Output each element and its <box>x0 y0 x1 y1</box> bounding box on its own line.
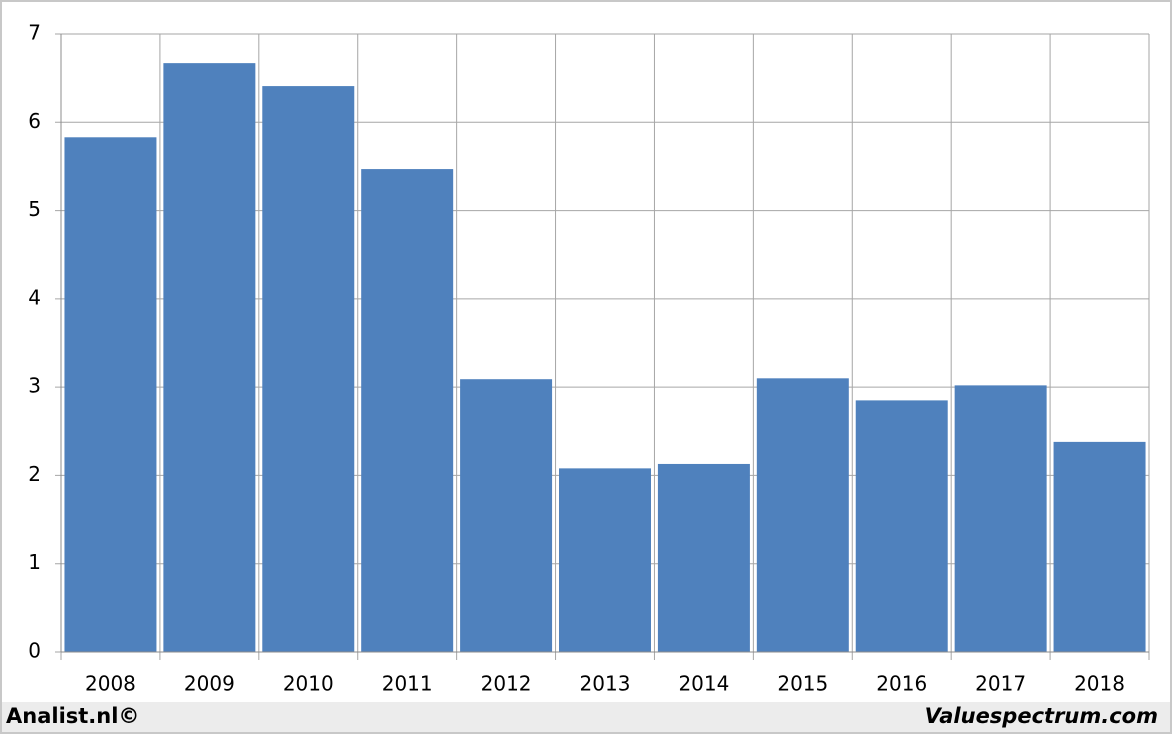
bar <box>954 385 1047 652</box>
x-tick-label: 2013 <box>580 672 631 696</box>
y-tick-label: 6 <box>28 109 41 133</box>
x-tick-label: 2011 <box>382 672 433 696</box>
footer-right: Valuespectrum.com <box>925 704 1158 728</box>
y-tick-label: 5 <box>28 197 41 221</box>
bar <box>163 63 256 653</box>
x-tick-label: 2008 <box>85 672 136 696</box>
bar <box>361 169 454 652</box>
x-tick-label: 2018 <box>1074 672 1125 696</box>
x-tick-label: 2017 <box>975 672 1026 696</box>
x-tick-label: 2009 <box>184 672 235 696</box>
y-tick-label: 1 <box>28 550 41 574</box>
x-tick-label: 2010 <box>283 672 334 696</box>
x-tick-label: 2016 <box>876 672 927 696</box>
bar <box>460 379 553 652</box>
footer-left: Analist.nl© <box>6 704 139 728</box>
bar <box>64 137 157 652</box>
bar <box>559 468 651 652</box>
y-tick-label: 7 <box>28 21 41 45</box>
bar <box>1053 441 1146 652</box>
bar <box>756 378 849 652</box>
bar <box>262 86 355 653</box>
x-tick-label: 2015 <box>777 672 828 696</box>
bar <box>855 400 948 652</box>
y-tick-label: 2 <box>28 462 41 486</box>
y-tick-label: 3 <box>28 374 41 398</box>
x-tick-label: 2012 <box>481 672 532 696</box>
bar <box>657 463 750 652</box>
y-tick-label: 4 <box>28 285 41 309</box>
y-tick-label: 0 <box>28 639 41 663</box>
footer-band <box>2 702 1170 732</box>
x-tick-label: 2014 <box>678 672 729 696</box>
